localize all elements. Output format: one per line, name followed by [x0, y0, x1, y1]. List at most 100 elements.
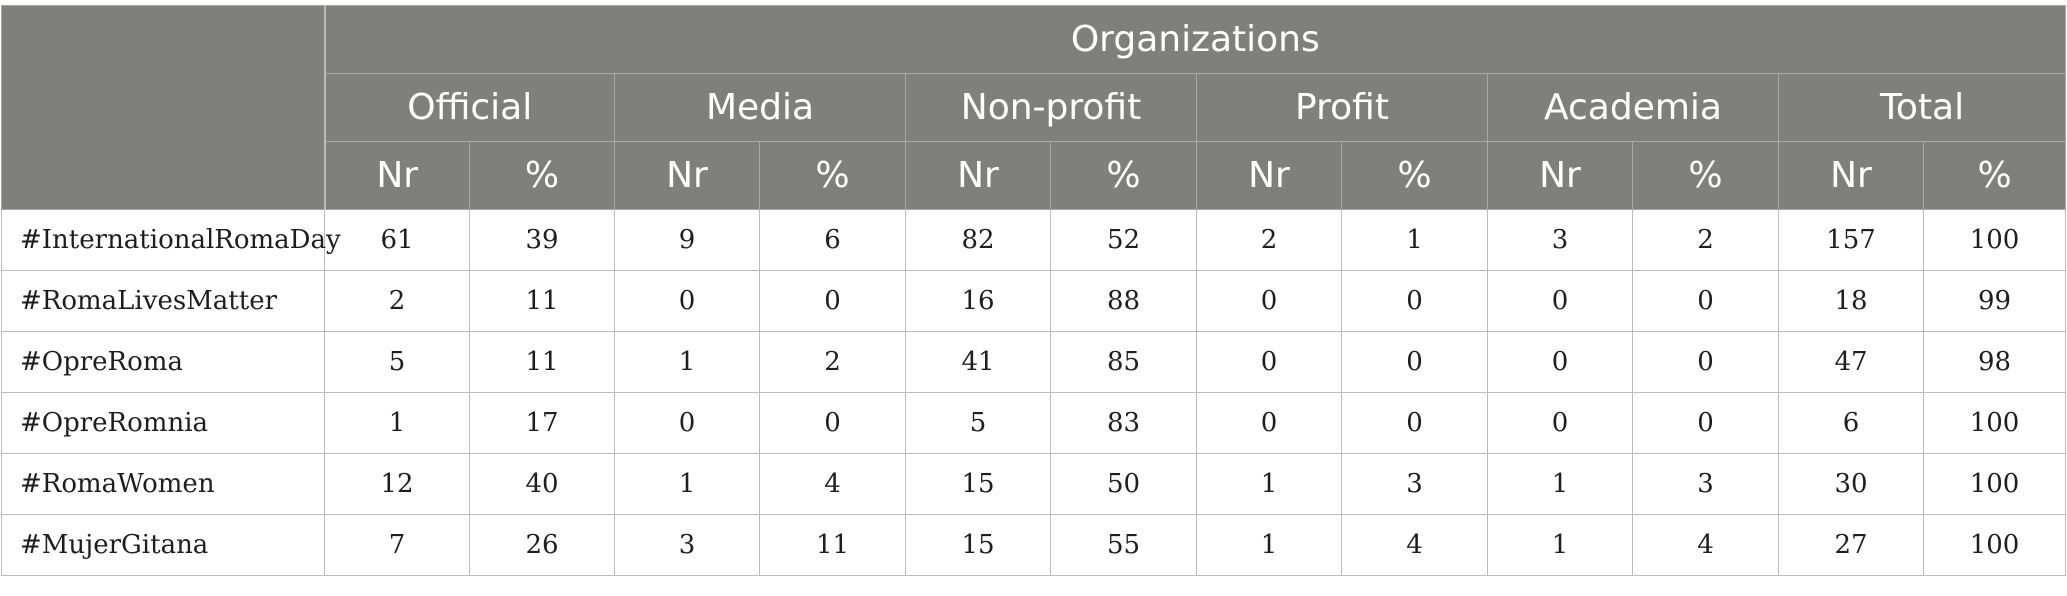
cell-non-profit-nr: 82 — [905, 209, 1051, 271]
cell-total-percent: 100 — [1922, 453, 2067, 515]
cell-official-percent: 11 — [469, 270, 615, 332]
cell-non-profit-percent: 52 — [1050, 209, 1197, 271]
cell-total-percent: 99 — [1922, 270, 2067, 332]
cell-profit-nr: 2 — [1196, 209, 1342, 271]
cell-profit-percent: 1 — [1341, 209, 1488, 271]
cell-academia-percent: 0 — [1632, 270, 1779, 332]
cell-media-nr: 1 — [614, 453, 760, 515]
cell-official-nr: 2 — [324, 270, 470, 332]
sub-label-percent: % — [1341, 141, 1488, 210]
row-hashtag-label: #OpreRomnia — [1, 392, 325, 454]
row-hashtag-label: #RomaLivesMatter — [1, 270, 325, 332]
cell-profit-nr: 0 — [1196, 270, 1342, 332]
sub-label-nr: Nr — [1778, 141, 1924, 210]
cell-academia-percent: 4 — [1632, 514, 1779, 576]
row-hashtag-label: #InternationalRomaDay — [1, 209, 341, 271]
cell-media-nr: 1 — [614, 331, 760, 393]
cell-non-profit-percent: 50 — [1050, 453, 1197, 515]
organizations-table: Organizations Official Media Non-profit … — [1, 5, 2067, 576]
sub-label-nr: Nr — [324, 141, 470, 210]
cell-non-profit-percent: 88 — [1050, 270, 1197, 332]
cell-media-nr: 3 — [614, 514, 760, 576]
table-row: #InternationalRomaDay 61 39 9 6 82 52 2 … — [1, 209, 2067, 271]
cell-official-percent: 39 — [469, 209, 615, 271]
cell-profit-nr: 0 — [1196, 392, 1342, 454]
category-academia: Academia — [1487, 73, 1779, 142]
cell-total-nr: 18 — [1778, 270, 1924, 332]
cell-media-percent: 2 — [759, 331, 906, 393]
table-body: #InternationalRomaDay 61 39 9 6 82 52 2 … — [1, 209, 2067, 576]
cell-academia-nr: 1 — [1487, 453, 1633, 515]
category-profit: Profit — [1196, 73, 1488, 142]
cell-academia-nr: 1 — [1487, 514, 1633, 576]
cell-academia-nr: 0 — [1487, 331, 1633, 393]
cell-academia-percent: 3 — [1632, 453, 1779, 515]
cell-profit-percent: 3 — [1341, 453, 1488, 515]
row-hashtag-label: #RomaWomen — [1, 453, 325, 515]
cell-non-profit-nr: 5 — [905, 392, 1051, 454]
cell-total-percent: 100 — [1922, 392, 2067, 454]
cell-non-profit-nr: 41 — [905, 331, 1051, 393]
cell-non-profit-nr: 15 — [905, 453, 1051, 515]
sub-label-nr: Nr — [1487, 141, 1633, 210]
sub-label-percent: % — [469, 141, 615, 210]
cell-official-nr: 1 — [324, 392, 470, 454]
cell-official-nr: 5 — [324, 331, 470, 393]
table-header: Organizations Official Media Non-profit … — [1, 5, 2067, 210]
sub-label-nr: Nr — [905, 141, 1051, 210]
cell-official-percent: 11 — [469, 331, 615, 393]
cell-official-percent: 26 — [469, 514, 615, 576]
group-title: Organizations — [323, 5, 2067, 74]
cell-official-nr: 7 — [324, 514, 470, 576]
sub-label-percent: % — [759, 141, 906, 210]
cell-total-nr: 47 — [1778, 331, 1924, 393]
cell-non-profit-nr: 15 — [905, 514, 1051, 576]
table-row: #OpreRomnia 1 17 0 0 5 83 0 0 0 0 6 100 — [1, 392, 2067, 454]
table-row: #RomaLivesMatter 2 11 0 0 16 88 0 0 0 0 … — [1, 270, 2067, 332]
cell-media-percent: 11 — [759, 514, 906, 576]
cell-media-percent: 0 — [759, 270, 906, 332]
sub-label-percent: % — [1632, 141, 1779, 210]
sub-label-nr: Nr — [1196, 141, 1342, 210]
cell-media-nr: 9 — [614, 209, 760, 271]
cell-total-nr: 30 — [1778, 453, 1924, 515]
cell-profit-nr: 1 — [1196, 453, 1342, 515]
cell-total-percent: 100 — [1922, 209, 2067, 271]
cell-profit-percent: 0 — [1341, 331, 1488, 393]
cell-official-nr: 61 — [324, 209, 470, 271]
cell-profit-nr: 0 — [1196, 331, 1342, 393]
cell-academia-nr: 3 — [1487, 209, 1633, 271]
cell-official-percent: 17 — [469, 392, 615, 454]
cell-profit-percent: 0 — [1341, 392, 1488, 454]
cell-profit-percent: 4 — [1341, 514, 1488, 576]
cell-total-percent: 98 — [1922, 331, 2067, 393]
category-official: Official — [324, 73, 615, 142]
cell-profit-percent: 0 — [1341, 270, 1488, 332]
header-corner — [1, 5, 326, 210]
cell-academia-nr: 0 — [1487, 392, 1633, 454]
cell-total-nr: 6 — [1778, 392, 1924, 454]
row-hashtag-label: #OpreRoma — [1, 331, 325, 393]
cell-profit-nr: 1 — [1196, 514, 1342, 576]
cell-official-nr: 12 — [324, 453, 470, 515]
cell-media-percent: 0 — [759, 392, 906, 454]
table-row: #MujerGitana 7 26 3 11 15 55 1 4 1 4 27 … — [1, 514, 2067, 576]
cell-non-profit-percent: 55 — [1050, 514, 1197, 576]
cell-non-profit-nr: 16 — [905, 270, 1051, 332]
cell-media-percent: 6 — [759, 209, 906, 271]
cell-total-percent: 100 — [1922, 514, 2067, 576]
category-media: Media — [614, 73, 906, 142]
cell-academia-percent: 0 — [1632, 392, 1779, 454]
table-row: #OpreRoma 5 11 1 2 41 85 0 0 0 0 47 98 — [1, 331, 2067, 393]
table-row: #RomaWomen 12 40 1 4 15 50 1 3 1 3 30 10… — [1, 453, 2067, 515]
sub-label-nr: Nr — [614, 141, 760, 210]
cell-non-profit-percent: 85 — [1050, 331, 1197, 393]
cell-media-percent: 4 — [759, 453, 906, 515]
cell-academia-percent: 0 — [1632, 331, 1779, 393]
cell-total-nr: 27 — [1778, 514, 1924, 576]
cell-official-percent: 40 — [469, 453, 615, 515]
category-non-profit: Non-profit — [905, 73, 1197, 142]
cell-academia-percent: 2 — [1632, 209, 1779, 271]
cell-media-nr: 0 — [614, 392, 760, 454]
cell-total-nr: 157 — [1778, 209, 1924, 271]
